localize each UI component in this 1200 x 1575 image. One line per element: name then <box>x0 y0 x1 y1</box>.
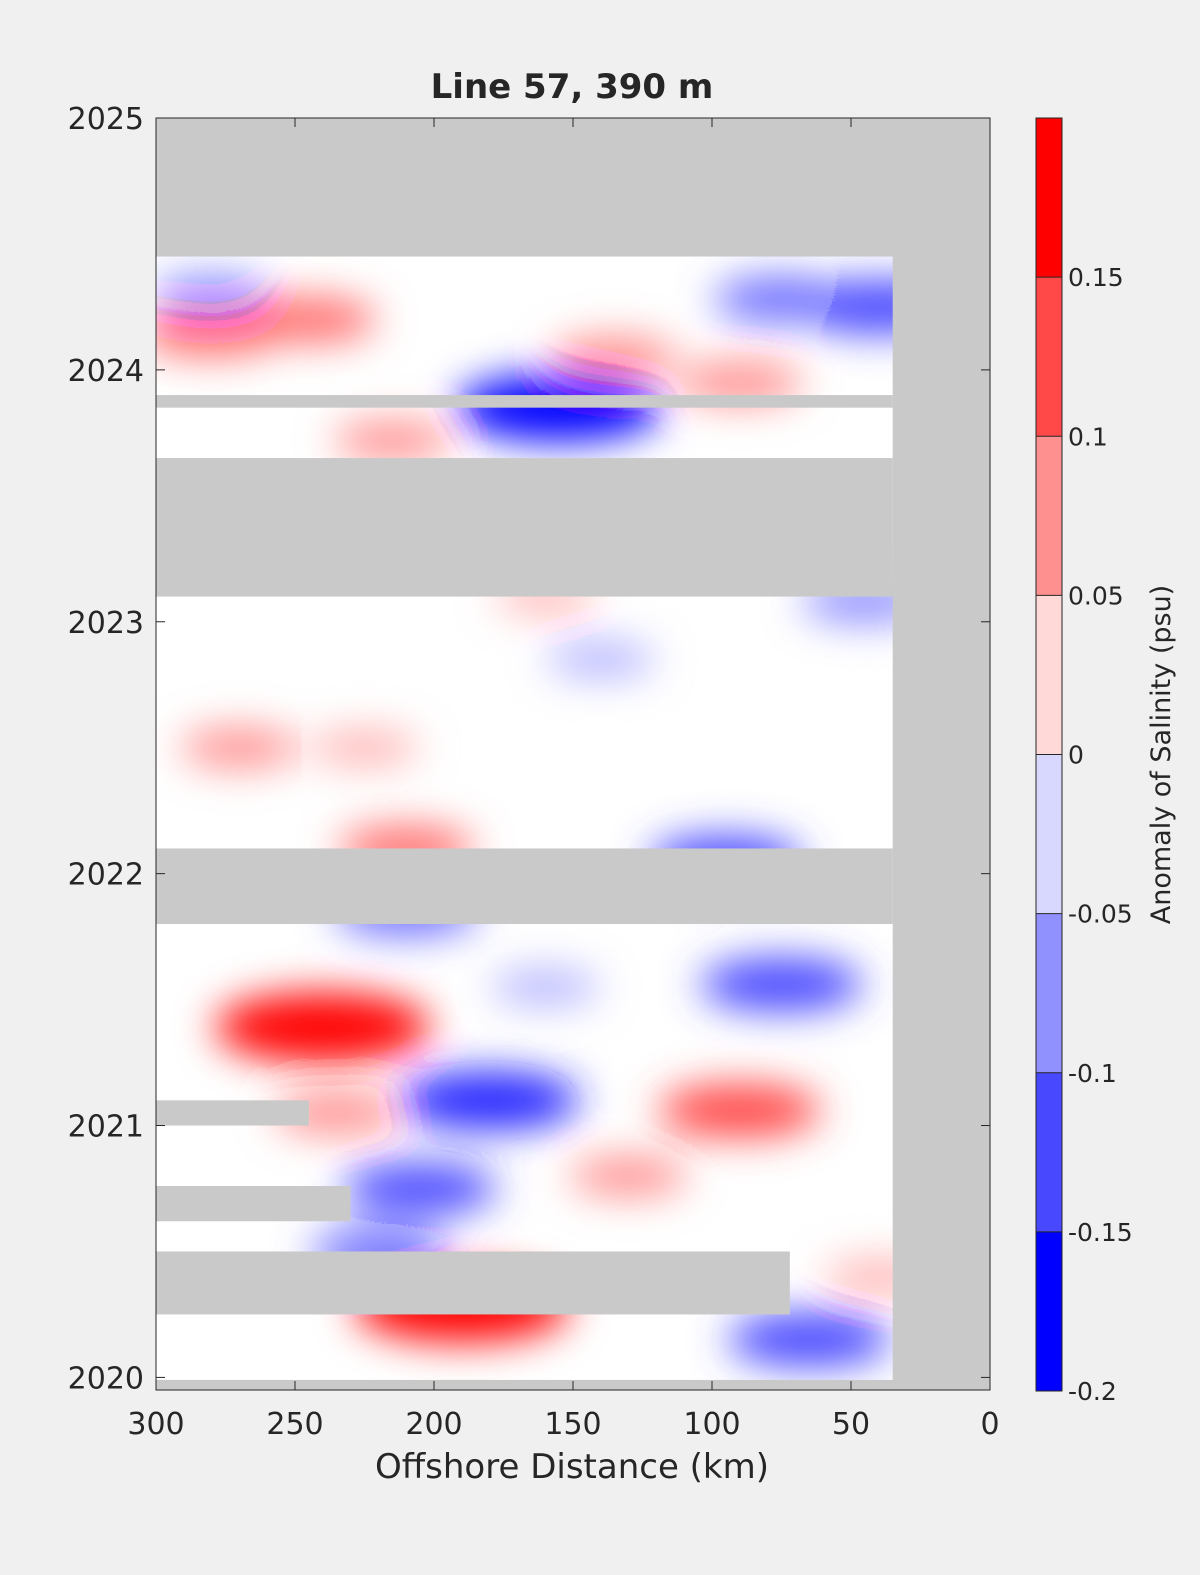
colorbar: 0.15 0.1 0.05 0 -0.05 -0.1 -0.15 -0.2 <box>1035 117 1133 1406</box>
colorbar-tick-label: -0.05 <box>1068 900 1133 929</box>
colorbar-tick-label: -0.2 <box>1068 1377 1117 1406</box>
positive-anomaly <box>676 361 804 404</box>
colorbar-band <box>1036 118 1062 278</box>
x-tick-label: 150 <box>544 1407 601 1442</box>
no-data-region <box>156 848 893 925</box>
x-axis-label: Offshore Distance (km) <box>375 1447 769 1487</box>
plot-area: 300 250 200 150 100 50 0 202020212022202320242… <box>68 102 1000 1442</box>
x-tick-label: 200 <box>405 1407 462 1442</box>
no-data-region <box>156 1251 790 1315</box>
y-axis: 2020 2021 2022 2023 2024 2025 <box>68 102 990 1396</box>
colorbar-band <box>1036 436 1062 596</box>
positive-anomaly <box>333 420 452 461</box>
no-data-region <box>156 458 893 597</box>
no-data-region <box>156 1100 309 1126</box>
negative-anomaly <box>728 1312 891 1367</box>
x-tick-label: 100 <box>683 1407 740 1442</box>
positive-anomaly <box>569 1156 688 1196</box>
x-axis: 300 250 200 150 100 50 0 <box>127 118 1000 1442</box>
colorbar-tick-label: 0 <box>1068 741 1084 770</box>
y-tick-label: 2022 <box>68 858 144 893</box>
positive-anomaly <box>214 992 431 1063</box>
no-data-region <box>156 118 990 257</box>
negative-anomaly <box>713 276 850 322</box>
colorbar-tick-label: -0.15 <box>1068 1218 1133 1247</box>
colorbar-tick-label: -0.1 <box>1068 1059 1117 1088</box>
colorbar-band <box>1036 1231 1062 1391</box>
x-tick-label: 50 <box>832 1407 870 1442</box>
positive-anomaly <box>310 729 419 767</box>
colorbar-band <box>1036 595 1062 755</box>
x-tick-label: 0 <box>980 1407 999 1442</box>
y-tick-label: 2025 <box>68 102 144 137</box>
negative-anomaly <box>399 1070 580 1130</box>
colorbar-label: Anomaly of Salinity (psu) <box>1146 585 1177 924</box>
negative-anomaly <box>343 1163 497 1214</box>
colorbar-band <box>1036 913 1062 1073</box>
no-data-region <box>892 118 990 1390</box>
colorbar-band <box>1036 1072 1062 1232</box>
no-data-region <box>156 395 893 408</box>
y-tick-label: 2021 <box>68 1110 144 1145</box>
y-tick-label: 2023 <box>68 606 144 641</box>
x-tick-label: 250 <box>266 1407 323 1442</box>
colorbar-tick-label: 0.1 <box>1068 422 1108 451</box>
colorbar-tick-label: 0.15 <box>1068 263 1124 292</box>
negative-anomaly <box>546 641 656 678</box>
chart-title: Line 57, 390 m <box>431 67 714 107</box>
colorbar-tick-label: 0.05 <box>1068 581 1124 610</box>
positive-anomaly <box>180 727 299 768</box>
y-tick-label: 2020 <box>68 1361 144 1396</box>
positive-anomaly <box>241 296 377 343</box>
colorbar-band <box>1036 754 1062 914</box>
positive-anomaly <box>551 336 679 379</box>
no-data-mask <box>156 118 990 1390</box>
no-data-region <box>156 1185 351 1222</box>
negative-anomaly <box>156 274 271 315</box>
positive-anomaly <box>658 1083 821 1138</box>
x-tick-label: 300 <box>127 1407 184 1442</box>
negative-anomaly <box>700 957 863 1012</box>
y-tick-label: 2024 <box>68 354 144 389</box>
colorbar-band <box>1036 277 1062 437</box>
negative-anomaly <box>490 968 600 1006</box>
